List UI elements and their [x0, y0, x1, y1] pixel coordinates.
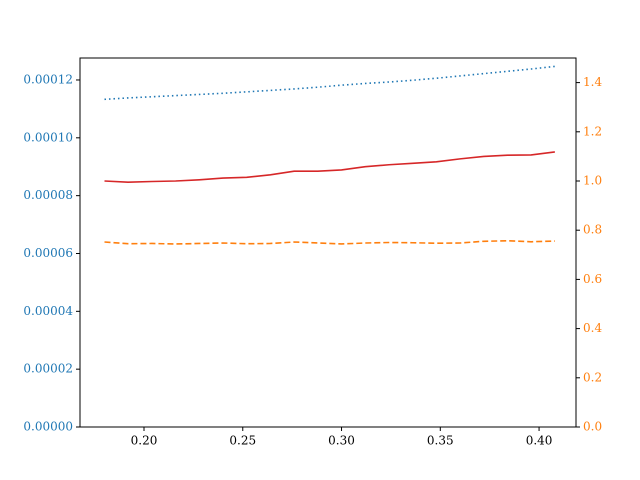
x-tick-label: 0.30 [328, 434, 355, 448]
plot-frame [79, 57, 577, 428]
x-tick-label: 0.20 [131, 434, 158, 448]
x-tick-label: 0.25 [229, 434, 256, 448]
y-tick-label: 0.00000 [23, 420, 73, 434]
y-tick-label: 0.00012 [23, 72, 73, 86]
y-tick-label: 0.00006 [23, 246, 73, 260]
y2-tick-label: 0.2 [583, 370, 602, 384]
series-line [104, 65, 555, 101]
x-tick-label: 0.40 [526, 434, 553, 448]
y2-tick-label: 0.6 [583, 272, 602, 286]
y2-tick-label: 1.0 [583, 174, 602, 188]
y2-tick-label: 0.0 [583, 420, 602, 434]
y-tick-label: 0.00004 [23, 304, 73, 318]
y2-tick-label: 0.8 [583, 223, 602, 237]
y2-tick-label: 1.2 [583, 124, 602, 138]
x-tick-label: 0.35 [427, 434, 454, 448]
y-tick-label: 0.00010 [23, 130, 73, 144]
y-tick-label: 0.00008 [23, 188, 73, 202]
series-line [104, 239, 555, 245]
y2-tick-label: 1.4 [583, 75, 602, 89]
y2-tick-label: 0.4 [583, 321, 602, 335]
y-tick-label: 0.00002 [23, 362, 73, 376]
series-line [104, 151, 555, 184]
